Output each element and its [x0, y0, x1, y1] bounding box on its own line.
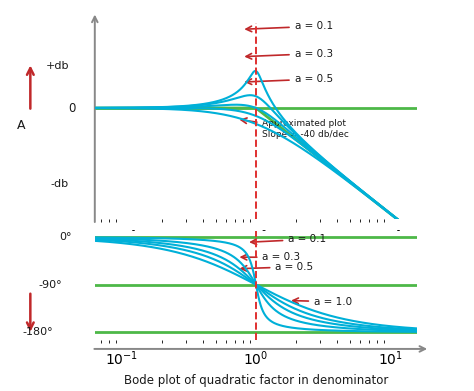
Text: a = 1.0: a = 1.0 [293, 297, 352, 307]
Text: a = 0.5: a = 0.5 [241, 262, 313, 272]
Text: -180°: -180° [22, 327, 53, 337]
Text: A: A [17, 118, 26, 132]
Text: Bode plot of quadratic factor in denominator: Bode plot of quadratic factor in denomin… [124, 374, 388, 387]
Text: a = 0.5: a = 0.5 [246, 74, 333, 84]
Text: a = 0.3: a = 0.3 [241, 252, 301, 262]
Text: +db: +db [46, 61, 69, 72]
Text: 0°: 0° [60, 232, 72, 242]
Text: a = 0.1: a = 0.1 [251, 234, 326, 245]
Text: a = 0.1: a = 0.1 [246, 22, 333, 32]
Text: -db: -db [51, 179, 69, 189]
Text: 0: 0 [68, 102, 75, 115]
Text: Approximated plot
Slope = -40 db/dec: Approximated plot Slope = -40 db/dec [241, 118, 349, 139]
Text: -90°: -90° [39, 280, 63, 290]
Text: a = 0.3: a = 0.3 [246, 49, 333, 59]
